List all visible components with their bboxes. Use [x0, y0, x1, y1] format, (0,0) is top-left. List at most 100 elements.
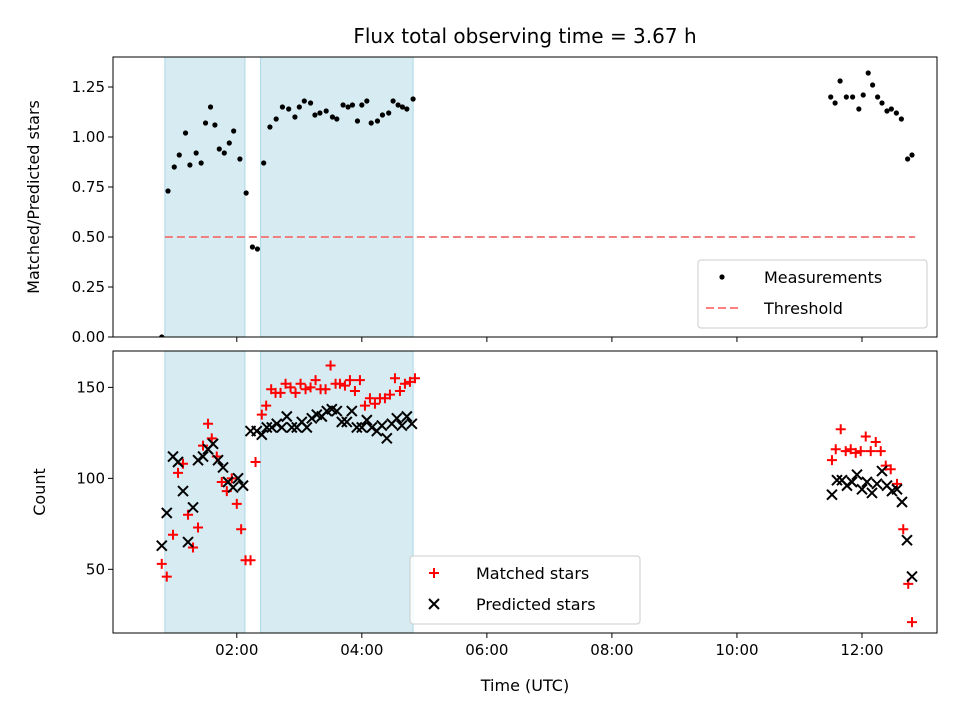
matched-star-point: [354, 375, 365, 386]
matched-star-point: [261, 400, 272, 411]
predicted-star-point: [871, 478, 883, 490]
legend-box: [697, 259, 928, 329]
y-axis-title: Count: [30, 468, 49, 516]
predicted-star-point: [866, 487, 878, 499]
measurement-point: [368, 120, 374, 126]
observing-interval-2: [260, 56, 414, 338]
measurement-point: [312, 112, 318, 118]
measurement-point: [307, 100, 314, 106]
measurement-point: [879, 100, 885, 106]
y-tick-label: 100: [76, 469, 105, 487]
matched-star-point: [193, 522, 204, 533]
measurement-point: [198, 160, 204, 166]
predicted-star-point: [276, 421, 288, 434]
measurement-point: [292, 114, 298, 120]
matched-star-point: [245, 555, 256, 566]
legend-box: [409, 555, 641, 625]
measurement-point: [888, 106, 894, 112]
measurement-point: [207, 104, 214, 110]
matched-star-point: [379, 393, 390, 404]
count-panel: 02:00 04:00 06:00 08:00 10:00 12:00 50 100 150 Co…: [30, 350, 938, 659]
predicted-star-point: [831, 474, 843, 486]
predicted-star-point: [901, 534, 913, 546]
measurement-point: [905, 156, 911, 162]
measurement-point: [345, 104, 351, 110]
legend-dot-swatch: [719, 274, 725, 280]
y-tick-label: 0.50: [72, 228, 105, 246]
matched-star-point: [875, 446, 886, 457]
matched-star-point: [364, 393, 375, 404]
matched-star-point: [216, 476, 227, 487]
matched-star-point: [325, 360, 336, 371]
measurement-point: [267, 124, 273, 130]
legend-plus-swatch: [429, 568, 439, 578]
matched-star-point: [898, 524, 909, 535]
matched-star-point: [320, 384, 331, 395]
measurement-point: [171, 164, 177, 170]
predicted-star-point: [177, 485, 189, 497]
predicted-star-point: [301, 421, 313, 434]
measurement-point: [354, 118, 361, 124]
x-tick-label: 04:00: [340, 641, 383, 659]
data-points: [156, 360, 918, 628]
matched-star-point: [250, 456, 261, 467]
matched-star-point: [384, 389, 395, 400]
measurement-point: [374, 118, 381, 124]
measurement-point: [301, 98, 307, 104]
predicted-star-point: [401, 410, 413, 423]
predicted-star-point: [876, 465, 888, 477]
measurement-point: [898, 116, 904, 122]
matched-star-point: [850, 447, 861, 458]
matched-star-point: [334, 378, 345, 389]
predicted-star-point: [906, 570, 918, 583]
measurement-point: [837, 78, 843, 84]
matched-star-point: [339, 380, 350, 391]
matched-star-point: [835, 424, 846, 435]
matched-star-point: [830, 444, 841, 455]
matched-star-point: [290, 387, 301, 398]
predicted-star-point: [346, 405, 358, 417]
predicted-star-point: [237, 479, 249, 492]
matched-star-point: [404, 376, 415, 387]
matched-star-point: [826, 455, 837, 466]
predicted-star-point: [256, 428, 268, 441]
y-tick-label: 0.00: [72, 328, 105, 346]
measurement-point: [182, 130, 189, 136]
predicted-star-point: [172, 456, 184, 468]
predicted-star-point: [156, 539, 168, 552]
matched-star-point: [168, 529, 179, 540]
ratio-panel: 0.00 0.25 0.50 0.75 1.00 1.25 Matched/Predicte…: [24, 56, 938, 346]
predicted-star-point: [212, 454, 224, 466]
matched-star-point: [389, 373, 400, 384]
predicted-star-point: [381, 432, 393, 445]
predicted-star-point: [286, 421, 298, 434]
predicted-star-point: [217, 461, 229, 474]
matched-star-point: [860, 431, 871, 442]
predicted-star-point: [197, 450, 209, 463]
measurement-point: [231, 128, 237, 134]
predicted-star-point: [331, 405, 343, 417]
chart-title: Flux total observing time = 3.67 h: [353, 24, 696, 48]
measurement-point: [226, 140, 232, 146]
matched-star-point: [203, 418, 214, 429]
measurement-point: [364, 98, 370, 104]
predicted-star-point: [376, 419, 388, 432]
matched-star-point: [295, 378, 306, 389]
x-tick-label: 12:00: [840, 641, 883, 659]
matched-star-point: [161, 571, 172, 582]
matched-star-point: [256, 409, 267, 420]
measurement-point: [334, 116, 340, 122]
matched-star-point: [231, 498, 242, 509]
matched-star-point: [906, 617, 917, 628]
predicted-star-point: [396, 419, 408, 432]
predicted-star-point: [391, 412, 403, 425]
measurement-point: [349, 102, 356, 108]
measurement-point: [249, 244, 256, 250]
predicted-star-point: [851, 469, 863, 481]
matched-star-point: [236, 524, 247, 535]
plot-frame: [112, 56, 938, 338]
legend: Matched stars Predicted stars: [409, 555, 641, 625]
y-tick-label: 150: [76, 378, 105, 396]
legend-x-swatch: [428, 598, 440, 610]
measurement-point: [860, 92, 866, 98]
